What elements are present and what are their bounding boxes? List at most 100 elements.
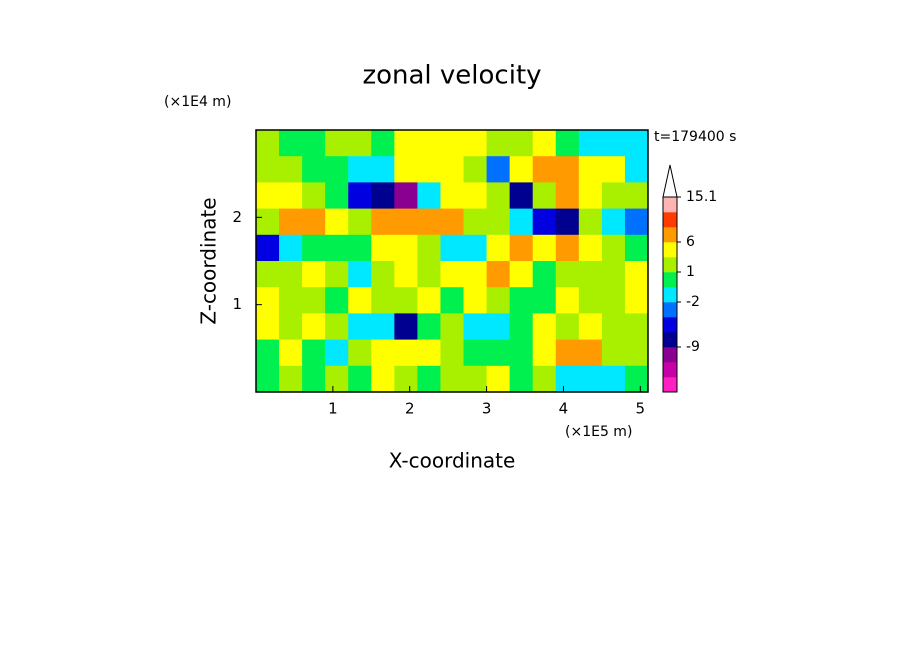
cell [348, 182, 372, 210]
cell [440, 339, 465, 367]
cell [348, 287, 372, 314]
cell [601, 156, 626, 183]
cell [578, 313, 603, 341]
cell [624, 339, 649, 367]
colorbar-band [663, 302, 677, 318]
x-axis-label: X-coordinate [389, 449, 516, 473]
y-tick-label: 1 [232, 295, 242, 313]
colorbar-band [663, 287, 677, 303]
cell [394, 156, 418, 183]
cell [348, 130, 372, 157]
cell [509, 261, 534, 288]
cell [394, 313, 418, 341]
cell [509, 156, 534, 183]
cell [325, 182, 349, 210]
cell [624, 287, 649, 314]
cell [555, 287, 580, 314]
cell [279, 287, 303, 314]
colorbar-band [663, 227, 677, 243]
cell [417, 156, 441, 183]
cell [279, 313, 303, 341]
cell [440, 313, 465, 341]
cell [394, 234, 418, 262]
cell [417, 261, 441, 288]
cell [256, 287, 280, 314]
chart-title: zonal velocity [362, 61, 541, 91]
cell [371, 365, 395, 393]
cell [555, 130, 580, 157]
cell [509, 208, 534, 236]
cell [601, 182, 626, 210]
cell [394, 261, 418, 288]
cell [417, 234, 441, 262]
cell [440, 234, 465, 262]
cell [302, 261, 326, 288]
cell [325, 130, 349, 157]
annotation: t=179400 s [654, 129, 736, 145]
cell [256, 130, 280, 157]
cell [601, 339, 626, 367]
cell [256, 156, 280, 183]
cell [394, 208, 418, 236]
cell [555, 156, 580, 183]
field [256, 130, 649, 393]
cell [486, 156, 511, 183]
cell [578, 365, 603, 393]
cell [486, 234, 511, 262]
cell [325, 365, 349, 393]
cell [532, 208, 557, 236]
cell [532, 365, 557, 393]
cell [463, 182, 488, 210]
cell [325, 208, 349, 236]
cell [509, 313, 534, 341]
cell [463, 156, 488, 183]
cell [440, 156, 465, 183]
cell [486, 130, 511, 157]
cell [532, 287, 557, 314]
cell [486, 313, 511, 341]
cell [509, 130, 534, 157]
cell [578, 208, 603, 236]
cell [486, 365, 511, 393]
cell [256, 182, 280, 210]
plot-frame [255, 129, 649, 393]
cell [417, 182, 441, 210]
cell [302, 339, 326, 367]
cell [532, 339, 557, 367]
cell [486, 287, 511, 314]
cell [302, 208, 326, 236]
x-tick-label: 3 [482, 400, 492, 418]
cell [325, 313, 349, 341]
cell [279, 339, 303, 367]
cell [532, 313, 557, 341]
cell [578, 182, 603, 210]
cell [532, 261, 557, 288]
cell [302, 313, 326, 341]
cell [440, 130, 465, 157]
cell [440, 365, 465, 393]
cell [624, 365, 649, 393]
cell [417, 365, 441, 393]
cell [463, 208, 488, 236]
cell [555, 339, 580, 367]
cell [624, 313, 649, 341]
colorbar-band [663, 332, 677, 348]
cell [486, 339, 511, 367]
colorbar-tick-label: 15.1 [686, 189, 717, 205]
colorbar-band [663, 377, 677, 393]
cell [440, 261, 465, 288]
cell [509, 182, 534, 210]
cell [509, 287, 534, 314]
cell [417, 287, 441, 314]
colorbar-tick-label: -9 [686, 339, 700, 355]
cell [302, 234, 326, 262]
cell [624, 156, 649, 183]
cell [555, 182, 580, 210]
cell [394, 182, 418, 210]
cell [440, 182, 465, 210]
cell [348, 313, 372, 341]
cell [417, 313, 441, 341]
cell [371, 261, 395, 288]
cell [279, 130, 303, 157]
